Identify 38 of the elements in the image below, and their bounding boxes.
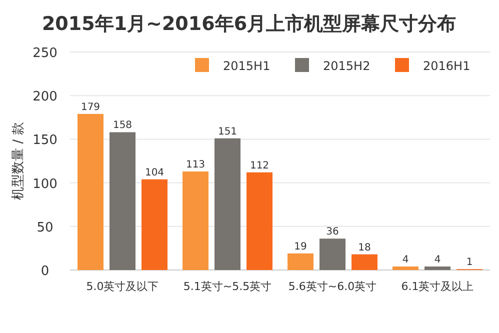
bar	[182, 171, 208, 270]
data-label: 1	[466, 257, 473, 268]
data-label: 158	[112, 120, 132, 132]
bar	[214, 138, 240, 270]
data-label: 19	[294, 241, 307, 252]
y-tick-label: 50	[36, 220, 54, 236]
bar	[110, 132, 136, 270]
y-tick-label: 0	[40, 264, 50, 279]
bar	[320, 238, 346, 270]
data-label: 112	[250, 160, 270, 172]
chart-title: 2015年1月~2016年6月上市机型屏幕尺寸分布	[42, 13, 456, 35]
bar	[78, 114, 104, 270]
data-label: 18	[358, 242, 371, 254]
legend-label: 2015H2	[323, 59, 370, 73]
x-tick-label: 5.0英寸及以下	[86, 280, 159, 293]
y-tick-label: 150	[32, 133, 58, 148]
bar	[246, 172, 272, 270]
bar	[352, 254, 378, 270]
x-tick-label: 6.1英寸及以上	[401, 280, 474, 293]
data-label: 4	[434, 254, 441, 266]
y-tick-label: 250	[32, 46, 58, 61]
legend-label: 2016H1	[423, 59, 470, 73]
y-tick-label: 100	[32, 176, 58, 192]
bar	[288, 253, 314, 270]
data-label: 4	[402, 254, 409, 266]
x-tick-label: 5.6英寸~6.0英寸	[288, 280, 377, 293]
x-tick-label: 5.1英寸~5.5英寸	[183, 280, 272, 293]
bar	[142, 179, 168, 270]
data-label: 36	[326, 226, 339, 238]
data-label: 179	[80, 102, 100, 113]
y-tick-label: 200	[32, 90, 58, 105]
y-axis-title: 机型数量 / 款	[11, 122, 26, 200]
legend-label: 2015H1	[223, 59, 270, 73]
bar	[424, 266, 450, 270]
data-label: 104	[144, 167, 164, 178]
data-label: 151	[218, 126, 238, 138]
bar	[392, 266, 418, 270]
data-label: 113	[186, 159, 206, 170]
